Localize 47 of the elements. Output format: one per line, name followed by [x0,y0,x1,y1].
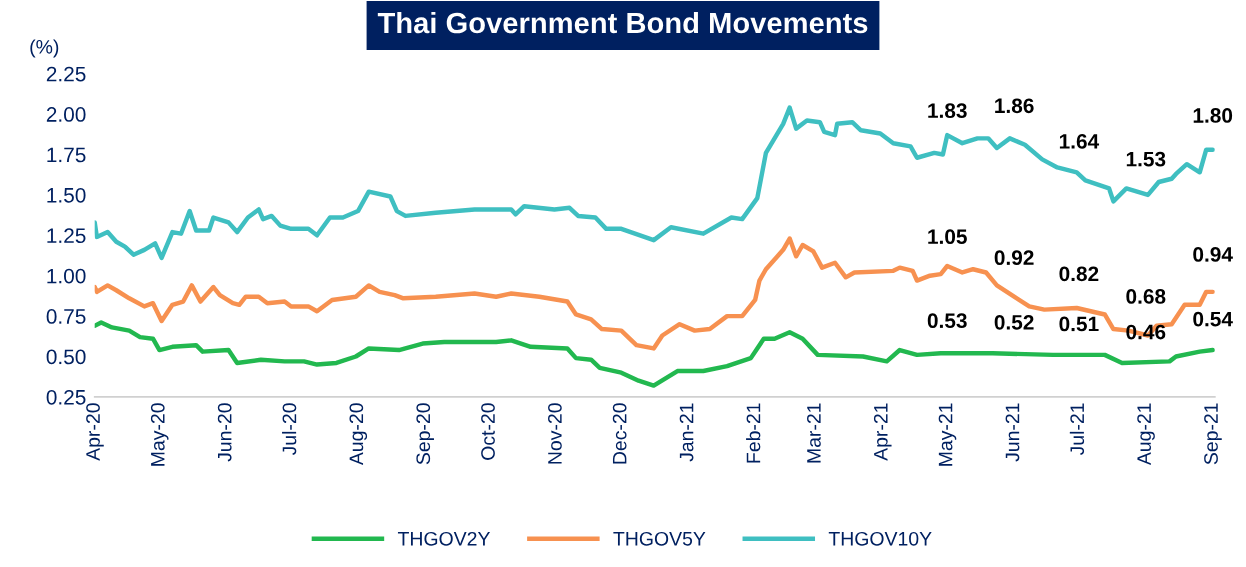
annotation: 0.92 [994,250,1034,266]
x-tick-label: Apr-21 [873,403,892,461]
annotation: 1.83 [928,103,967,119]
annotation: 0.54 [1193,311,1233,327]
y-tick-label: 1.00 [47,268,86,284]
legend-label: THGOV10Y [828,531,932,546]
y-tick-label: 0.25 [46,389,86,405]
x-tick-label: Jul-21 [1069,403,1085,456]
annotation: 1.80 [1193,108,1233,123]
y-tick-label: 2.25 [46,66,86,82]
annotation: 0.82 [1059,266,1099,282]
y-tick-label: 1.50 [47,187,86,203]
x-tick-label: Sep-20 [416,403,434,465]
y-tick-label: 1.25 [47,228,86,244]
annotation: 0.51 [1059,316,1099,332]
x-tick-label: May-20 [150,403,169,466]
y-tick-label: 1.75 [47,147,86,163]
annotation: 0.53 [927,313,967,329]
annotation: 0.68 [1126,289,1166,304]
y-tick-label: 2.00 [46,107,86,122]
legend-label: THGOV2Y [397,531,491,546]
annotation: 1.53 [1126,151,1166,167]
y-axis-title: (%) [30,39,59,58]
y-tick-label: 0.50 [46,349,86,365]
x-tick-label: Jul-20 [282,403,297,456]
x-tick-label: Dec-20 [612,403,627,464]
x-tick-label: Apr-20 [86,403,104,461]
x-tick-label: Oct-20 [481,403,495,460]
annotation: 0.94 [1193,247,1233,262]
x-tick-label: Aug-21 [1137,403,1155,466]
x-tick-label: Jan-21 [679,403,694,462]
annotation: 1.64 [1059,133,1100,149]
annotation: 1.86 [995,98,1034,114]
x-tick-label: Jun-21 [1005,403,1020,462]
x-tick-label: Nov-20 [548,403,562,464]
y-tick-label: 0.75 [46,309,86,324]
annotation: 1.05 [928,229,967,245]
x-tick-label: Feb-21 [746,403,761,463]
annotation: 0.52 [994,314,1034,330]
x-tick-label: Jun-20 [217,403,232,462]
x-tick-label: Mar-21 [807,403,821,463]
annotation: 0.46 [1126,324,1166,340]
x-tick-label: Sep-21 [1204,403,1222,465]
legend-label: THGOV5Y [613,531,706,546]
chart-title: Thai Government Bond Movements [377,11,868,34]
x-tick-label: Aug-20 [349,403,368,466]
x-tick-label: May-21 [938,403,957,466]
